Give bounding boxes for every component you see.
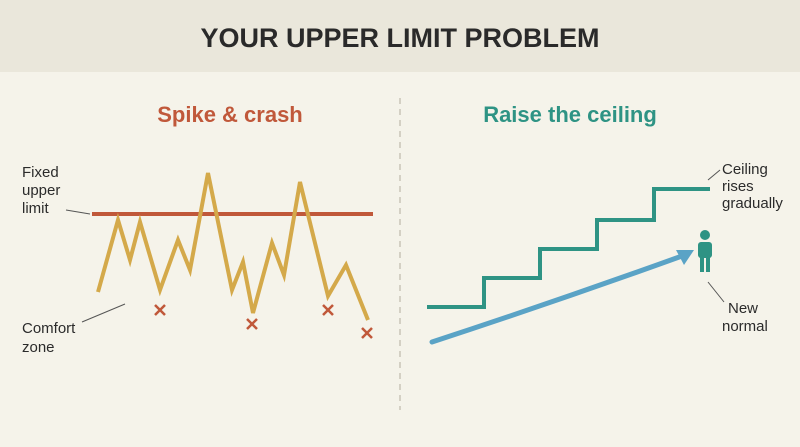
label: zone [22, 339, 55, 356]
person-leg [700, 256, 704, 272]
x-mark [154, 304, 166, 316]
zigzag-line [96, 172, 370, 321]
header-band [0, 0, 800, 72]
person-icon [698, 230, 712, 272]
connector [65, 209, 91, 215]
label: Comfort [22, 320, 76, 337]
arrow-head [676, 250, 694, 265]
person-body [698, 242, 712, 258]
x-mark [322, 304, 334, 316]
staircase [427, 187, 710, 309]
growth-arrow [429, 253, 685, 345]
connector [81, 303, 126, 323]
label: normal [722, 318, 768, 335]
x-mark [246, 318, 258, 330]
panel-title: Raise the ceiling [483, 102, 657, 127]
person-leg [706, 256, 710, 272]
label: gradually [722, 195, 783, 212]
label: limit [22, 200, 49, 217]
label: Fixed [22, 164, 59, 181]
crash-marks [154, 304, 373, 339]
x-mark [361, 327, 373, 339]
label: upper [22, 182, 60, 199]
connector [707, 169, 721, 181]
person-head [700, 230, 710, 240]
label: rises [722, 178, 754, 195]
panel-title: Spike & crash [157, 102, 303, 127]
title: YOUR UPPER LIMIT PROBLEM [200, 23, 599, 53]
connector [707, 281, 725, 303]
label: New [728, 300, 758, 317]
label: Ceiling [722, 161, 768, 178]
